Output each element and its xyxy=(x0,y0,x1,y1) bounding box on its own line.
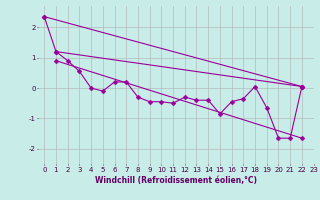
X-axis label: Windchill (Refroidissement éolien,°C): Windchill (Refroidissement éolien,°C) xyxy=(95,176,257,185)
